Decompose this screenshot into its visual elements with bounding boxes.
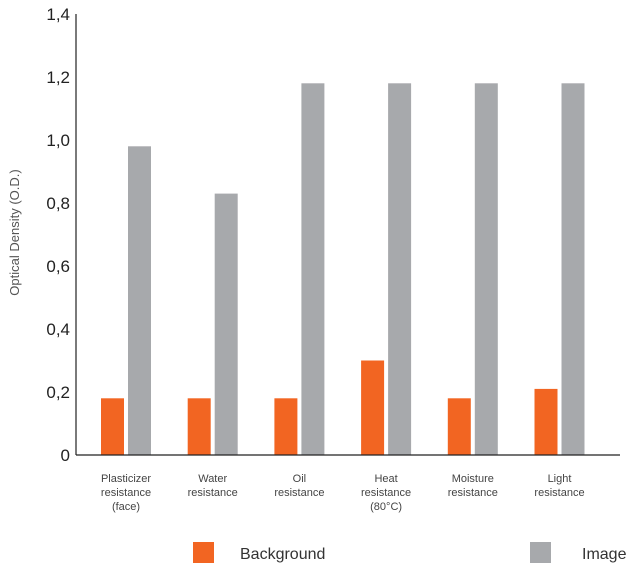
y-tick-label: 1,2	[46, 68, 70, 87]
category-label: Water resistance	[188, 473, 238, 499]
bar-background-4	[447, 398, 471, 455]
category-label-line: Water	[198, 473, 227, 485]
y-tick-label: 1,0	[46, 131, 70, 150]
y-tick-label: 0	[61, 446, 70, 465]
category-label: Oil resistance	[274, 473, 324, 499]
bar-image-1	[214, 193, 238, 455]
x-axis-categories: Plasticizer resistance (face) Water resistan…	[101, 473, 585, 513]
category-label-line: resistance	[188, 487, 238, 499]
bar-image-3	[388, 83, 412, 456]
category-label: Moisture resistance	[448, 473, 498, 499]
category-label-line: Light	[548, 473, 572, 485]
bar-image-5	[561, 83, 585, 456]
bar-background-1	[187, 398, 211, 455]
y-tick-label: 0,8	[46, 194, 70, 213]
legend-swatch-background	[193, 542, 214, 563]
category-label-line: resistance	[534, 487, 584, 499]
category-label-line: resistance	[274, 487, 324, 499]
category-label-line: (80°C)	[370, 501, 402, 513]
legend-label-image: Image	[582, 546, 627, 563]
category-label-line: resistance	[361, 487, 411, 499]
bar-background-0	[101, 398, 124, 455]
category-label-line: resistance	[101, 487, 151, 499]
bars	[101, 83, 585, 456]
y-tick-label: 0,4	[46, 320, 70, 339]
axes	[75, 14, 620, 456]
category-label-line: (face)	[112, 501, 140, 513]
bar-image-0	[128, 146, 151, 456]
y-tick-label: 0,6	[46, 257, 70, 276]
legend: Background Image	[193, 542, 627, 563]
category-label-line: Oil	[293, 473, 306, 485]
bar-image-4	[474, 83, 498, 456]
bar-background-5	[534, 388, 558, 455]
legend-label-background: Background	[240, 546, 325, 563]
category-label-line: Moisture	[452, 473, 494, 485]
category-label-line: Heat	[374, 473, 397, 485]
bar-background-2	[274, 398, 298, 455]
category-label: Plasticizer resistance (face)	[101, 473, 151, 513]
bar-background-3	[361, 360, 385, 455]
category-label: Heat resistance (80°C)	[361, 473, 411, 513]
category-label-line: resistance	[448, 487, 498, 499]
y-tick-label: 1,4	[46, 5, 70, 24]
category-label-line: Plasticizer	[101, 473, 151, 485]
y-axis-label: Optical Density (O.D.)	[7, 169, 22, 295]
y-tick-label: 0,2	[46, 383, 70, 402]
y-axis-label-group: Optical Density (O.D.)	[7, 169, 22, 295]
bar-image-2	[301, 83, 325, 456]
y-axis-ticks: 0 0,2 0,4 0,6 0,8 1,0 1,2 1,4	[46, 5, 70, 465]
category-label: Light resistance	[534, 473, 584, 499]
legend-swatch-image	[530, 542, 551, 563]
